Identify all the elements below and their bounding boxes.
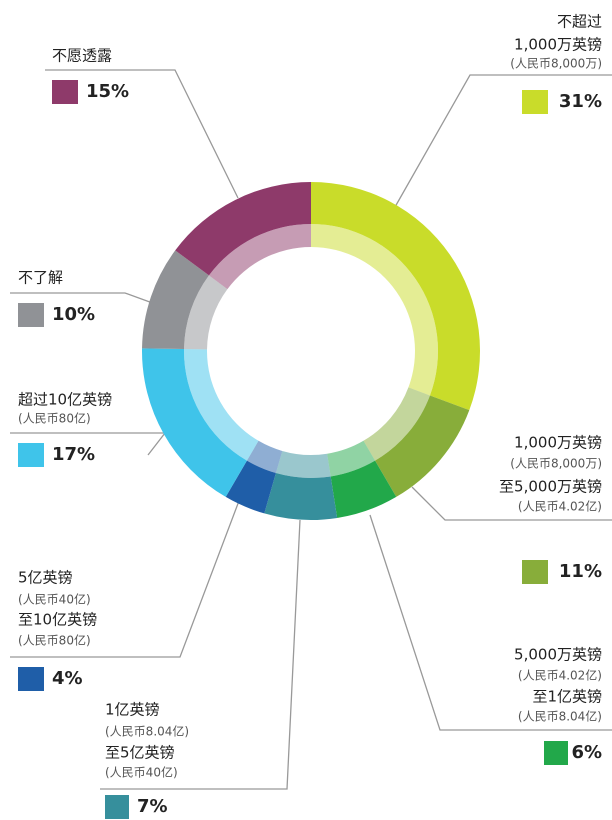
leader-line [10, 484, 246, 658]
slice-label: (人民币8.04亿) [518, 709, 602, 724]
legend-swatch [105, 795, 129, 819]
legend-swatch [18, 443, 44, 467]
slice [264, 473, 338, 520]
slice-label: 不超过 [557, 13, 602, 31]
slice-label: 不愿透露 [52, 47, 112, 65]
slice-label: 超过10亿英镑 [18, 391, 112, 409]
slice-label: (人民币8,000万) [510, 457, 602, 471]
slice-label: (人民币80亿) [18, 633, 91, 648]
slice-inner [208, 224, 311, 290]
slice-label: (人民币80亿) [18, 411, 91, 426]
slice-label: 1亿英镑 [105, 701, 160, 719]
slice-label: 至10亿英镑 [18, 611, 97, 629]
legend-swatch [522, 560, 548, 584]
slice-label: 5亿英镑 [18, 569, 73, 587]
legend-swatch [522, 90, 548, 114]
slice-label: 1,000万英镑 [514, 434, 602, 452]
slice-label: (人民币8.04亿) [105, 724, 189, 739]
leader-line [411, 486, 612, 521]
legend-swatch [52, 80, 78, 104]
slice-label: 至5亿英镑 [105, 744, 175, 762]
value-label: 10% [52, 304, 95, 325]
slice-inner [311, 224, 438, 396]
slice [375, 395, 470, 497]
value-label: 4% [52, 668, 83, 689]
leader-line [10, 292, 159, 306]
leader-line [394, 74, 612, 208]
legend-swatch [544, 741, 568, 765]
slice-inner [275, 450, 331, 478]
value-label: 31% [559, 91, 602, 112]
slice-label: 不了解 [18, 269, 63, 287]
slice-inner [184, 349, 259, 461]
value-label: 15% [86, 81, 129, 102]
slice [142, 250, 209, 350]
slice-label: (人民币4.02亿) [518, 668, 602, 683]
slice [225, 460, 276, 514]
slice-inner [327, 440, 376, 477]
slice-label: (人民币4.02亿) [518, 499, 602, 514]
legend-swatch [18, 667, 44, 691]
value-label: 6% [571, 742, 602, 763]
leader-line [369, 514, 612, 731]
slice [311, 182, 480, 411]
slice [142, 348, 247, 497]
slice-label: (人民币8,000万) [510, 57, 602, 71]
slice-label: 至5,000万英镑 [499, 478, 602, 496]
slice-inner [363, 387, 430, 461]
leader-line [100, 519, 301, 790]
slice-inner [184, 275, 228, 350]
leader-line [45, 69, 239, 199]
value-label: 7% [137, 796, 168, 817]
slice [175, 182, 311, 276]
slice-label: (人民币40亿) [18, 592, 91, 607]
slice-label: 5,000万英镑 [514, 646, 602, 664]
slice-label: 至1亿英镑 [532, 688, 602, 706]
legend-swatch [18, 303, 44, 327]
value-label: 17% [52, 444, 95, 465]
value-label: 11% [559, 561, 602, 582]
slice-label: (人民币40亿) [105, 765, 178, 780]
slice-inner [246, 440, 283, 474]
slice [330, 460, 397, 518]
slice-label: 1,000万英镑 [514, 36, 602, 54]
